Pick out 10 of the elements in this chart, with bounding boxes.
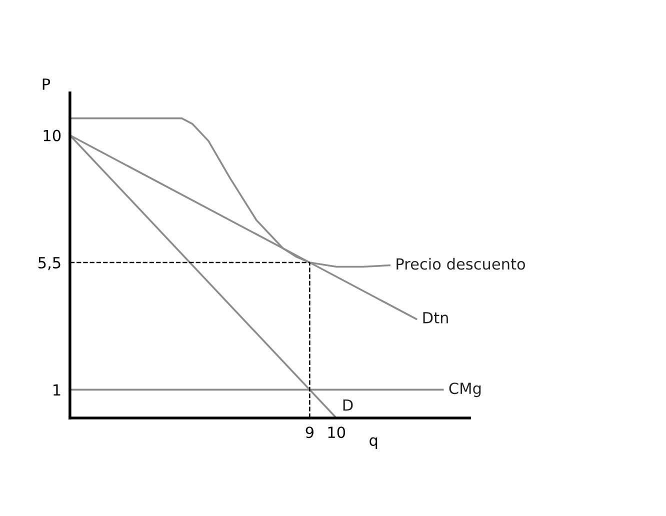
series-label: D	[343, 399, 353, 411]
y-tick-label: 5,5	[38, 257, 60, 270]
series-label: Precio descuento	[396, 258, 526, 270]
x-axis-title: q	[370, 437, 378, 449]
y-axis-title: P	[42, 78, 50, 90]
y-tick-label: 10	[44, 130, 61, 142]
y-tick-label: 1	[54, 384, 60, 396]
series-label: Dtn	[423, 312, 448, 324]
x-tick-label: 9	[306, 426, 314, 438]
series-label: CMg	[449, 382, 481, 398]
